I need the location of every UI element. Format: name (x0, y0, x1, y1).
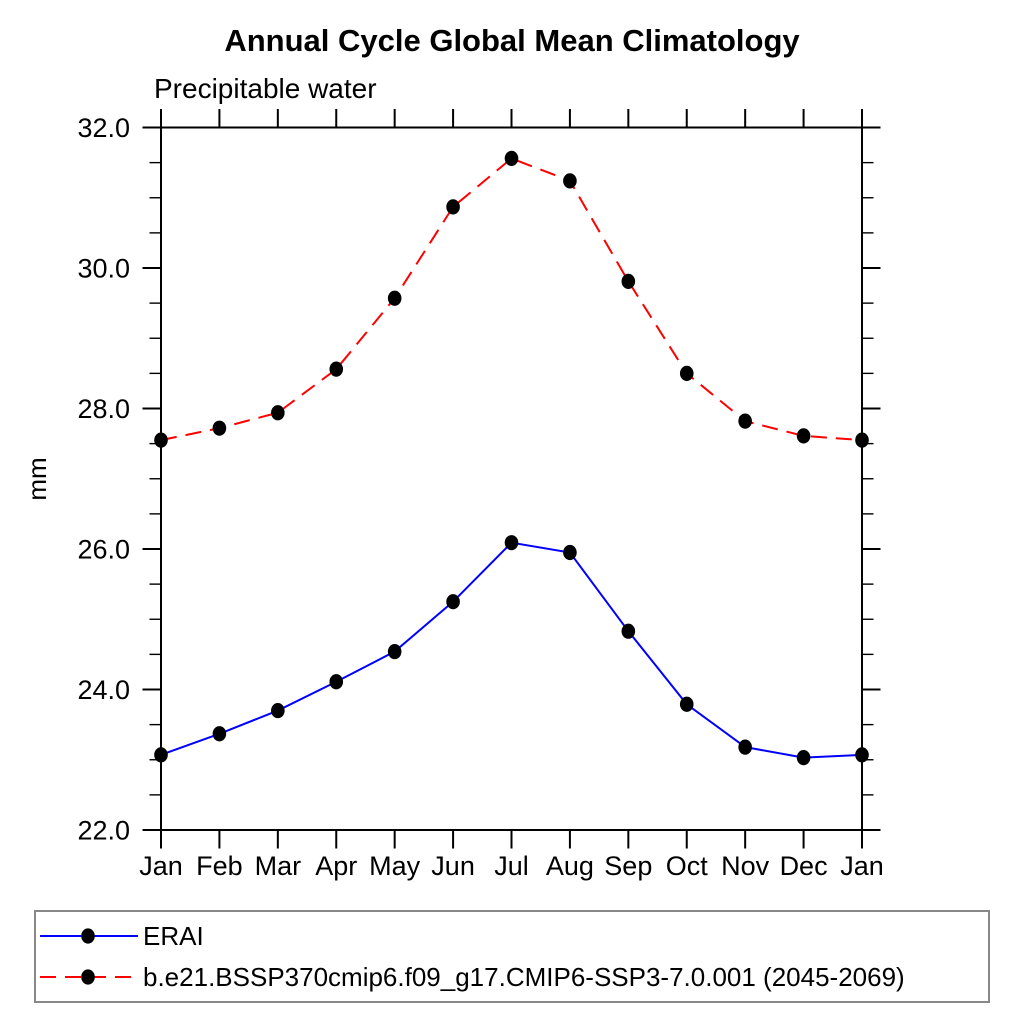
x-tick-label: Nov (721, 851, 770, 881)
x-tick-label: Jan (139, 851, 183, 881)
data-point (504, 535, 519, 551)
data-series (154, 150, 869, 766)
y-axis-label: mm (22, 457, 52, 500)
axes-frame (142, 109, 881, 849)
y-tick-label: 28.0 (77, 394, 130, 424)
data-point (738, 413, 752, 429)
data-point (563, 544, 577, 561)
chart-subtitle: Precipitable water (154, 73, 377, 104)
x-tick-label: Oct (666, 851, 709, 881)
legend-label: b.e21.BSSP370cmip6.f09_g17.CMIP6-SSP3-7.… (143, 962, 905, 992)
data-point (154, 747, 168, 763)
legend: ERAI b.e21.BSSP370cmip6.f09_g17.CMIP6-SSP… (34, 910, 990, 1003)
data-point (679, 365, 694, 381)
legend-box (34, 910, 990, 1003)
x-tick-label: Mar (255, 851, 302, 881)
data-point (387, 643, 402, 660)
data-point (271, 702, 285, 719)
axis-ticks: 22.0 24.0 26.0 28.0 30.0 32.0 Jan Feb Mar Apr May J… (77, 109, 884, 881)
legend-label: ERAI (143, 921, 204, 951)
x-tick-label: Jul (494, 851, 529, 881)
x-tick-label: Sep (604, 851, 652, 881)
data-point (212, 420, 227, 436)
data-point (679, 696, 694, 712)
data-point (563, 173, 577, 189)
data-point (796, 428, 811, 444)
series-line-model (160, 157, 863, 442)
x-tick-label: Jan (840, 851, 884, 881)
legend-marker (81, 969, 95, 985)
x-tick-label: Apr (315, 851, 357, 881)
y-tick-label: 22.0 (77, 816, 130, 846)
data-point (621, 623, 636, 639)
x-tick-label: May (369, 851, 421, 881)
data-point (212, 726, 227, 742)
data-point (154, 432, 168, 448)
y-tick-label: 30.0 (77, 254, 130, 284)
data-point (504, 150, 519, 167)
legend-marker (81, 928, 95, 944)
data-point (329, 674, 344, 690)
chart-title: Annual Cycle Global Mean Climatology (224, 23, 800, 58)
data-point (796, 750, 811, 766)
data-point (855, 432, 869, 448)
x-tick-label: Dec (780, 851, 828, 881)
data-point (738, 739, 752, 755)
data-point (855, 747, 869, 763)
data-point (387, 290, 402, 306)
x-tick-label: Feb (196, 851, 243, 881)
y-tick-label: 26.0 (77, 535, 130, 565)
data-point (621, 273, 636, 289)
data-point (446, 199, 460, 215)
y-tick-label: 32.0 (77, 113, 130, 143)
data-point (329, 361, 344, 377)
x-tick-label: Aug (546, 851, 594, 881)
y-tick-label: 24.0 (77, 675, 130, 705)
x-tick-label: Jun (431, 851, 475, 881)
data-point (446, 594, 460, 610)
series-line-erai (160, 541, 863, 759)
data-point (271, 405, 285, 421)
